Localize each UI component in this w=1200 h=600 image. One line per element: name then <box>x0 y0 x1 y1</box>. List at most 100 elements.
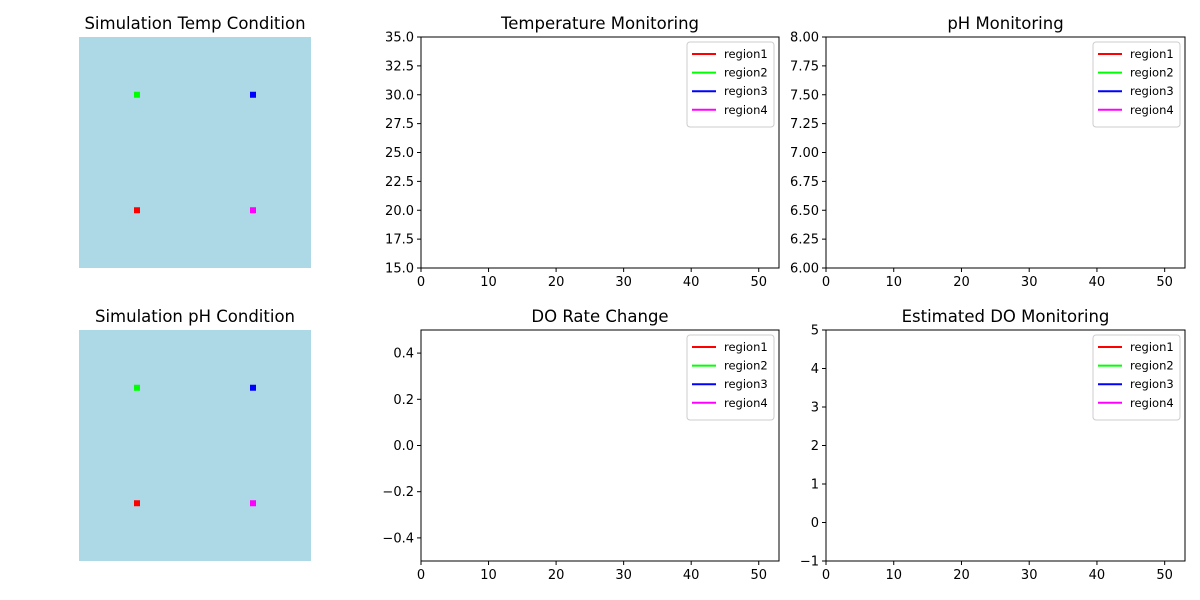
y-tick-label: 17.5 <box>385 233 414 248</box>
y-tick-label: 7.50 <box>790 88 819 103</box>
x-tick-label: 10 <box>480 568 497 583</box>
simulation-field <box>79 37 311 268</box>
legend-label: region2 <box>724 359 768 373</box>
legend-label: region1 <box>724 47 768 61</box>
legend-label: region1 <box>724 340 768 354</box>
x-tick-label: 50 <box>1156 568 1173 583</box>
sensor-marker-region2 <box>134 91 140 98</box>
x-tick-label: 50 <box>1156 275 1173 290</box>
x-tick-label: 0 <box>417 275 425 290</box>
legend-label: region4 <box>1130 103 1174 117</box>
x-tick-label: 30 <box>1021 275 1038 290</box>
x-tick-label: 10 <box>885 275 902 290</box>
chart-title: pH Monitoring <box>947 14 1063 33</box>
x-tick-label: 10 <box>885 568 902 583</box>
legend-label: region3 <box>1130 377 1174 391</box>
sensor-marker-region1 <box>134 500 140 507</box>
y-tick-label: 0.2 <box>393 393 414 408</box>
x-tick-label: 0 <box>822 275 830 290</box>
y-tick-label: 30.0 <box>385 88 414 103</box>
chart-5: DO Rate Change 0 10 20 30 40 50 −0.4 −0.2 0.0 0.2 0… <box>382 307 780 583</box>
y-tick-label: 20.0 <box>385 204 414 219</box>
x-tick-label: 40 <box>1089 275 1106 290</box>
chart-title: Simulation Temp Condition <box>84 14 305 33</box>
legend-label: region2 <box>724 66 768 80</box>
sensor-marker-region4 <box>250 500 256 507</box>
y-tick-label: 6.50 <box>790 204 819 219</box>
y-tick-label: 32.5 <box>385 59 414 74</box>
y-tick-label: −1 <box>800 555 819 570</box>
chart-title: DO Rate Change <box>531 307 668 326</box>
legend-label: region4 <box>1130 396 1174 410</box>
y-tick-label: 25.0 <box>385 146 414 161</box>
sensor-marker-region4 <box>250 207 256 214</box>
y-tick-label: 27.5 <box>385 117 414 132</box>
legend-label: region4 <box>724 396 768 410</box>
simulation-field <box>79 330 311 561</box>
y-tick-label: 5 <box>811 324 819 339</box>
chart-1: Simulation Temp Condition <box>79 14 311 268</box>
legend-label: region3 <box>1130 84 1174 98</box>
x-tick-label: 0 <box>417 568 425 583</box>
y-tick-label: 4 <box>811 362 819 377</box>
y-tick-label: 6.25 <box>790 233 819 248</box>
x-tick-label: 50 <box>750 275 767 290</box>
x-tick-label: 40 <box>683 568 700 583</box>
legend-label: region1 <box>1130 47 1174 61</box>
y-tick-label: 15.0 <box>385 262 414 277</box>
y-tick-label: 7.25 <box>790 117 819 132</box>
legend-label: region3 <box>724 84 768 98</box>
x-tick-label: 20 <box>953 275 970 290</box>
y-tick-label: 0 <box>811 516 819 531</box>
y-tick-label: 0.0 <box>393 439 414 454</box>
y-tick-label: 7.00 <box>790 146 819 161</box>
chart-title: Estimated DO Monitoring <box>902 307 1110 326</box>
x-tick-label: 30 <box>1021 568 1038 583</box>
y-tick-label: 6.75 <box>790 175 819 190</box>
legend-label: region4 <box>724 103 768 117</box>
chart-title: Temperature Monitoring <box>500 14 699 33</box>
x-tick-label: 30 <box>615 275 632 290</box>
y-tick-label: −0.2 <box>382 485 414 500</box>
sensor-marker-region2 <box>134 384 140 391</box>
x-tick-label: 40 <box>1089 568 1106 583</box>
y-tick-label: 3 <box>811 401 819 416</box>
x-tick-label: 20 <box>548 568 565 583</box>
sensor-marker-region1 <box>134 207 140 214</box>
chart-title: Simulation pH Condition <box>95 307 295 326</box>
y-tick-label: 6.00 <box>790 262 819 277</box>
y-tick-label: 0.4 <box>393 347 414 362</box>
sensor-marker-region3 <box>250 384 256 391</box>
x-tick-label: 50 <box>750 568 767 583</box>
chart-3: pH Monitoring 0 10 20 30 40 50 6.00 6.25 6.50 6.75… <box>790 14 1186 290</box>
legend-label: region2 <box>1130 359 1174 373</box>
legend: region1 region2 region3 region4 <box>686 334 775 421</box>
legend-box <box>686 334 775 421</box>
legend-box <box>686 41 775 128</box>
legend: region1 region2 region3 region4 <box>686 41 775 128</box>
y-tick-label: 35.0 <box>385 31 414 46</box>
x-tick-label: 20 <box>548 275 565 290</box>
y-tick-label: −0.4 <box>382 531 414 546</box>
legend: region1 region2 region3 region4 <box>1092 41 1181 128</box>
x-tick-label: 30 <box>615 568 632 583</box>
x-tick-label: 0 <box>822 568 830 583</box>
legend-box <box>1092 41 1181 128</box>
legend-box <box>1092 334 1181 421</box>
legend-label: region2 <box>1130 66 1174 80</box>
y-tick-label: 22.5 <box>385 175 414 190</box>
y-tick-label: 2 <box>811 439 819 454</box>
x-tick-label: 40 <box>683 275 700 290</box>
legend-label: region1 <box>1130 340 1174 354</box>
legend-label: region3 <box>724 377 768 391</box>
chart-4: Simulation pH Condition <box>79 307 311 561</box>
chart-2: Temperature Monitoring 0 10 20 30 40 50 15.0 17.… <box>385 14 780 290</box>
x-tick-label: 10 <box>480 275 497 290</box>
y-tick-label: 7.75 <box>790 59 819 74</box>
y-tick-label: 8.00 <box>790 31 819 46</box>
x-tick-label: 20 <box>953 568 970 583</box>
sensor-marker-region3 <box>250 91 256 98</box>
legend: region1 region2 region3 region4 <box>1092 334 1181 421</box>
